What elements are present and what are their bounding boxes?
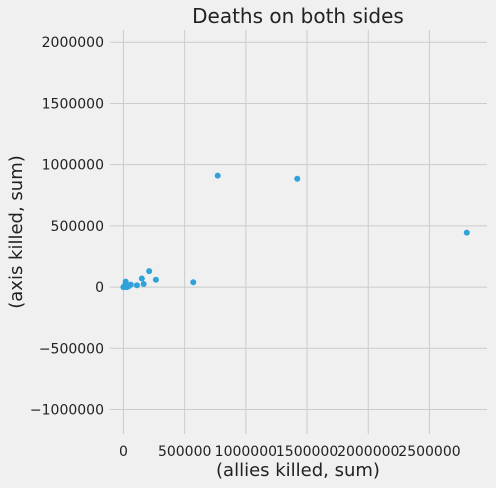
scatter-point	[122, 278, 129, 285]
scatter-point	[190, 279, 197, 286]
scatter-point	[140, 281, 147, 288]
scatter-point	[294, 175, 301, 182]
y-tick-label: 2000000	[42, 35, 104, 51]
scatter-point	[152, 276, 159, 283]
x-tick-label: 500000	[158, 444, 211, 460]
y-tick-label: 1500000	[42, 96, 104, 112]
y-tick-label: 500000	[51, 219, 104, 235]
x-tick-label: 0	[119, 444, 128, 460]
scatter-point	[214, 172, 221, 179]
scatter-point	[146, 268, 153, 275]
x-tick-label: 2000000	[337, 444, 399, 460]
y-tick-label: 0	[95, 280, 104, 296]
y-tick-label: −1000000	[30, 403, 104, 419]
y-axis-label: (axis killed, sum)	[6, 155, 27, 309]
x-tick-label: 1000000	[215, 444, 277, 460]
data-points	[120, 172, 470, 291]
scatter-point	[133, 282, 140, 289]
scatter-point	[127, 281, 134, 288]
y-tick-labels: −1000000 −500000 0 500000 1000000 1500000 2000…	[30, 35, 104, 418]
chart-title: Deaths on both sides	[192, 4, 404, 28]
y-tick-label: −500000	[39, 341, 104, 357]
x-axis-label: (allies killed, sum)	[216, 460, 380, 481]
scatter-point	[463, 229, 470, 236]
scatter-point	[138, 275, 145, 282]
x-tick-label: 1500000	[276, 444, 338, 460]
grid	[110, 30, 487, 434]
y-tick-label: 1000000	[42, 158, 104, 174]
x-tick-label: 2500000	[398, 444, 460, 460]
plot-background	[110, 30, 487, 434]
